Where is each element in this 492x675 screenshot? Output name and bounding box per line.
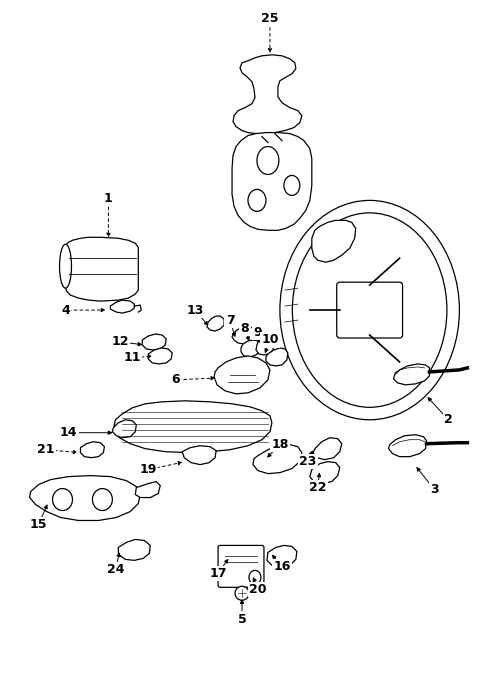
Polygon shape xyxy=(232,132,312,230)
Polygon shape xyxy=(81,441,104,458)
Ellipse shape xyxy=(292,213,447,407)
Text: 2: 2 xyxy=(444,413,453,427)
Polygon shape xyxy=(113,401,272,453)
Polygon shape xyxy=(266,348,288,366)
Polygon shape xyxy=(312,220,356,262)
Text: 15: 15 xyxy=(30,518,47,531)
Ellipse shape xyxy=(257,146,279,174)
Polygon shape xyxy=(253,445,302,474)
Text: 17: 17 xyxy=(209,567,227,580)
Text: 22: 22 xyxy=(309,481,327,494)
Polygon shape xyxy=(207,316,224,331)
Text: 5: 5 xyxy=(238,613,246,626)
Polygon shape xyxy=(214,356,270,394)
Polygon shape xyxy=(394,364,430,385)
Polygon shape xyxy=(267,545,297,568)
Polygon shape xyxy=(389,435,427,457)
Polygon shape xyxy=(256,338,274,355)
Polygon shape xyxy=(241,340,261,357)
Ellipse shape xyxy=(280,200,460,420)
Ellipse shape xyxy=(284,176,300,195)
Polygon shape xyxy=(182,446,216,464)
Text: 9: 9 xyxy=(254,325,262,339)
Polygon shape xyxy=(65,238,138,301)
Polygon shape xyxy=(119,539,150,560)
Polygon shape xyxy=(310,462,340,483)
Text: 12: 12 xyxy=(112,335,129,348)
Text: 4: 4 xyxy=(61,304,70,317)
Ellipse shape xyxy=(53,489,72,510)
Polygon shape xyxy=(313,437,342,460)
Text: 25: 25 xyxy=(261,12,278,26)
Text: 23: 23 xyxy=(299,455,316,468)
Text: 18: 18 xyxy=(271,438,289,451)
Polygon shape xyxy=(110,300,134,313)
Text: 11: 11 xyxy=(123,352,141,364)
Ellipse shape xyxy=(235,587,249,600)
Polygon shape xyxy=(232,326,256,344)
Text: 24: 24 xyxy=(107,563,124,576)
Polygon shape xyxy=(135,481,160,497)
Text: 13: 13 xyxy=(186,304,204,317)
Text: 21: 21 xyxy=(37,443,54,456)
FancyBboxPatch shape xyxy=(218,545,264,587)
Text: 6: 6 xyxy=(171,373,180,386)
Text: 3: 3 xyxy=(430,483,439,496)
Text: 20: 20 xyxy=(249,583,267,596)
Ellipse shape xyxy=(92,489,112,510)
Text: 19: 19 xyxy=(140,463,157,476)
Polygon shape xyxy=(233,55,302,134)
Text: 16: 16 xyxy=(273,560,291,573)
Polygon shape xyxy=(148,348,172,364)
Text: 7: 7 xyxy=(226,314,234,327)
FancyBboxPatch shape xyxy=(337,282,402,338)
Ellipse shape xyxy=(249,570,261,585)
Text: 8: 8 xyxy=(241,321,249,335)
Text: 14: 14 xyxy=(60,426,77,439)
Ellipse shape xyxy=(248,190,266,211)
Polygon shape xyxy=(142,334,166,350)
Text: 10: 10 xyxy=(261,333,278,346)
Polygon shape xyxy=(30,476,140,520)
Ellipse shape xyxy=(60,244,71,288)
Text: 1: 1 xyxy=(104,192,113,205)
Polygon shape xyxy=(112,420,136,437)
